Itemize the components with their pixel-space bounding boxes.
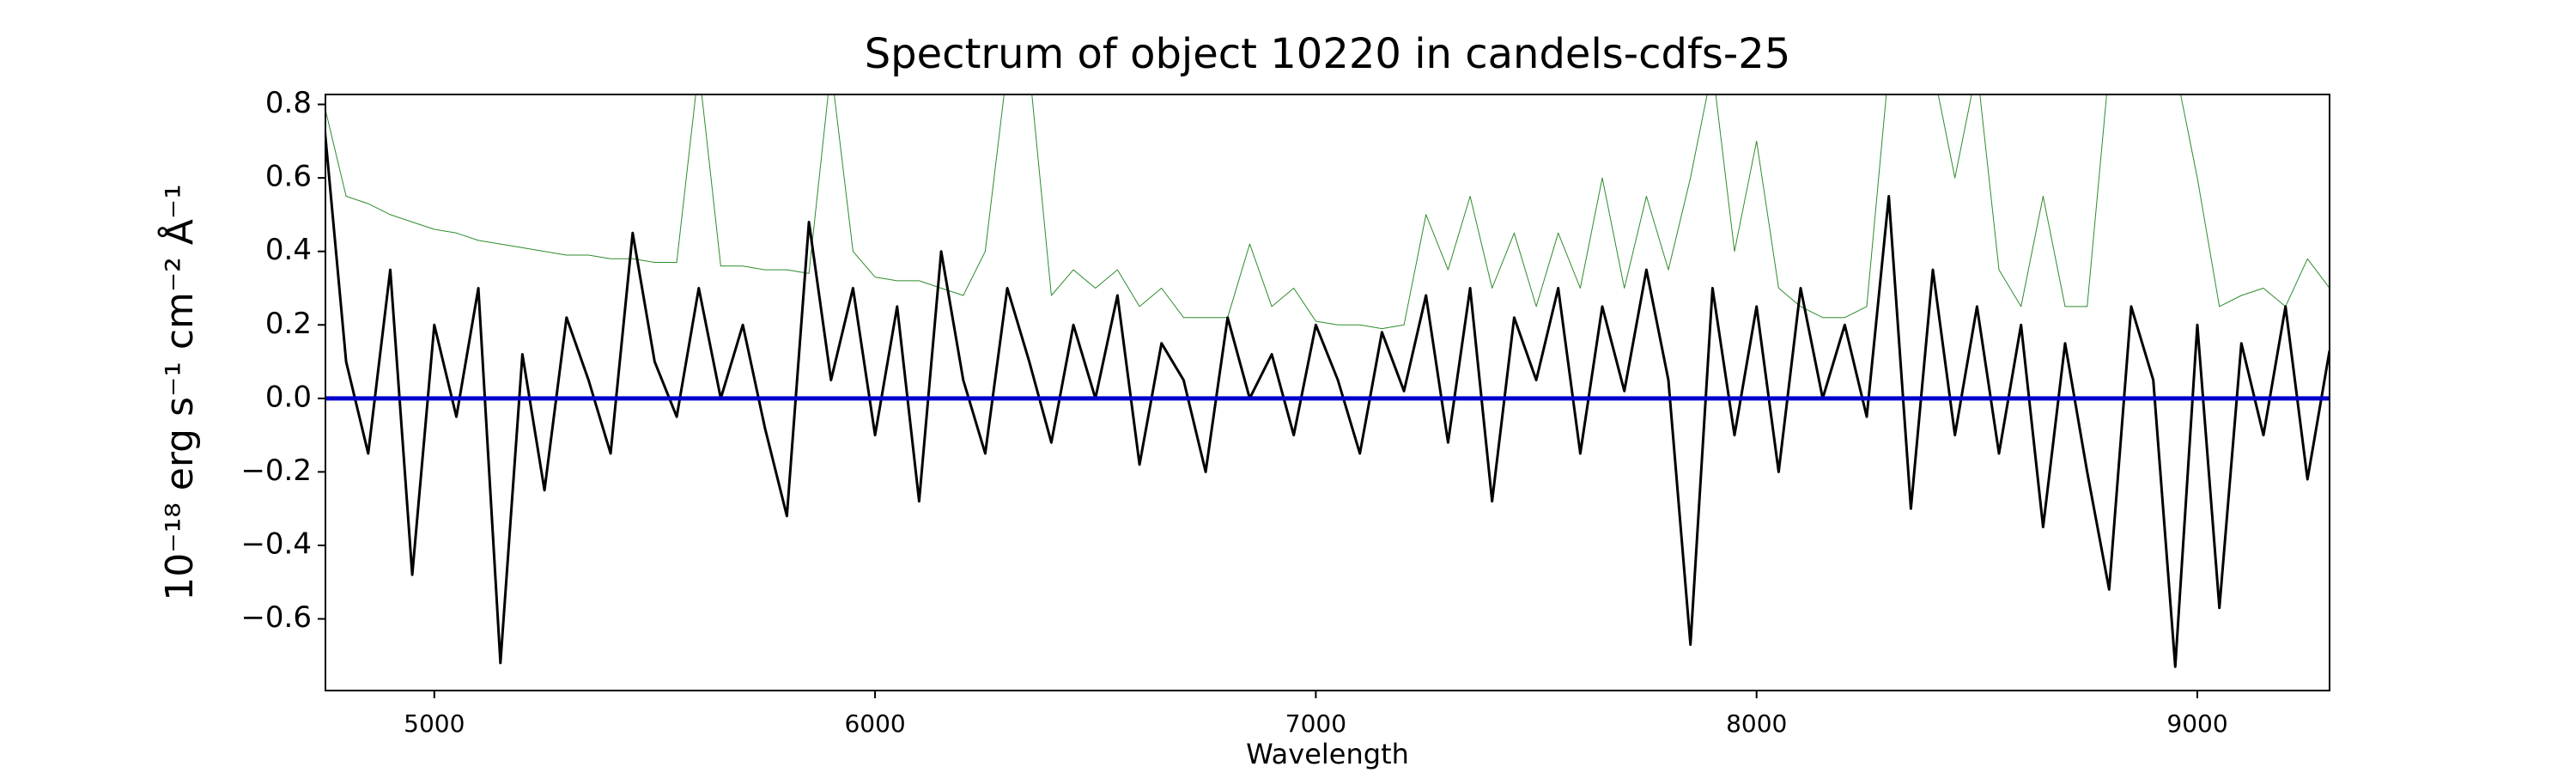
y-tick-label: 0.4: [265, 233, 312, 267]
y-tick-label: −0.2: [240, 453, 312, 488]
spectrum-line: [325, 122, 2330, 668]
chart-title: Spectrum of object 10220 in candels-cdfs…: [865, 30, 1791, 78]
y-tick-label: 0.6: [265, 160, 312, 194]
x-tick-label: 9000: [2166, 709, 2227, 738]
x-tick-label: 7000: [1285, 709, 1346, 738]
y-tick-label: 0.8: [265, 86, 312, 120]
y-axis-label: 10⁻¹⁸ erg s⁻¹ cm⁻² Å⁻¹: [156, 184, 202, 600]
x-tick-label: 8000: [1726, 709, 1787, 738]
y-tick-label: −0.6: [240, 600, 312, 635]
spectrum-line: [325, 94, 2330, 330]
y-tick-label: −0.4: [240, 526, 312, 561]
y-tick-label: 0.0: [265, 380, 312, 414]
x-tick-label: 5000: [404, 709, 465, 738]
x-tick-label: 6000: [844, 709, 905, 738]
plot-frame: [325, 94, 2330, 691]
y-tick-label: 0.2: [265, 307, 312, 341]
x-axis-label: Wavelength: [1246, 738, 1409, 770]
